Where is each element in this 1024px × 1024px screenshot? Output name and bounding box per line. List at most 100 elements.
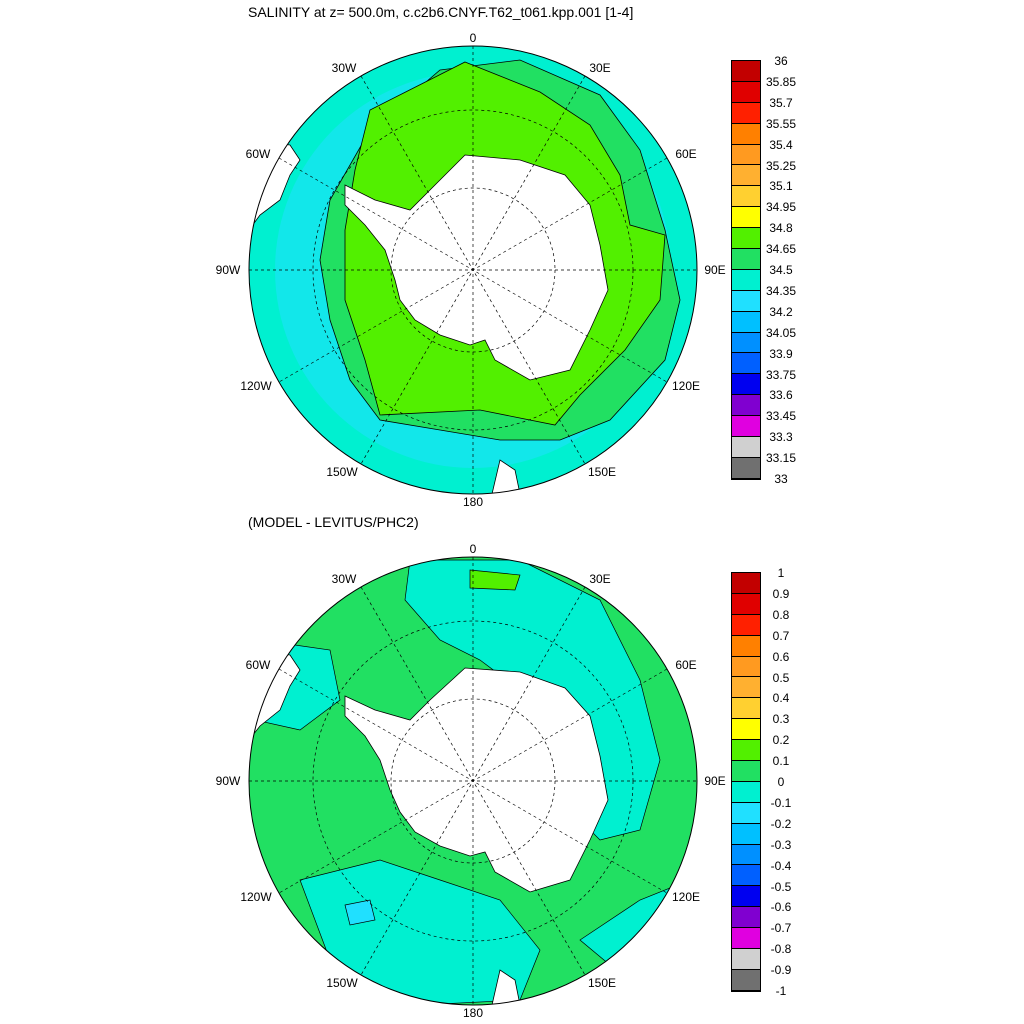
bottom-colorbar-tick-label: -0.9 [770, 963, 792, 978]
bottom-colorbar-swatch [732, 907, 760, 929]
bottom-colorbar-tick-label: -0.3 [770, 837, 792, 852]
bottom-colorbar-tick-label: -0.5 [770, 879, 792, 894]
top-colorbar-swatch [732, 207, 760, 229]
bottom-colorbar-swatch [732, 969, 760, 991]
bottom-graticule [249, 557, 697, 1005]
top-map-border [248, 45, 698, 495]
top-colorbar-tick-label: 33.15 [765, 451, 797, 466]
bottom-colorbar-tick-label: 0 [777, 775, 785, 789]
bottom-lon-label-120e: 120E [671, 890, 701, 904]
top-lon-label-120e: 120E [671, 379, 701, 393]
top-colorbar-tick-label: 35.4 [769, 137, 793, 152]
top-lon-label-30w: 30W [331, 61, 357, 75]
top-colorbar-tick-label: 34.05 [765, 325, 797, 340]
bottom-colorbar-tick-label: 0.7 [772, 628, 790, 643]
bottom-colorbar-swatch [732, 781, 760, 803]
top-colorbar-tick-label: 35.7 [769, 95, 793, 110]
bottom-colorbar-swatch [732, 802, 760, 824]
top-colorbar-swatch [732, 269, 760, 291]
top-colorbar-tick-label: 33.9 [769, 346, 793, 361]
bottom-lon-label-60w: 60W [245, 658, 271, 672]
top-lon-label-90e: 90E [704, 263, 726, 277]
bottom-colorbar-swatch [732, 656, 760, 678]
bottom-map-border [248, 556, 698, 1006]
bottom-colorbar-swatch [732, 635, 760, 657]
top-colorbar-swatch [732, 102, 760, 124]
top-map-title: SALINITY at z= 500.0m, c.c2b6.CNYF.T62_t… [248, 4, 634, 20]
bottom-colorbar-swatch [732, 614, 760, 636]
bottom-colorbar-tick-label: -0.1 [770, 795, 792, 810]
top-colorbar-tick-label: 35.1 [769, 179, 793, 194]
bottom-colorbar-tick-label: 0.5 [772, 670, 790, 685]
top-colorbar-swatch [732, 144, 760, 166]
bottom-lon-label-150w: 150W [326, 976, 358, 990]
bottom-lon-label-90e: 90E [704, 774, 726, 788]
top-colorbar-tick-label: 33.6 [769, 388, 793, 403]
bottom-colorbar-tick-label: 0.2 [772, 733, 790, 748]
top-colorbar-tick-label: 33 [774, 472, 788, 486]
top-colorbar-swatch [732, 332, 760, 354]
top-colorbar-tick-label: 34.65 [765, 242, 797, 257]
top-colorbar-swatch [732, 123, 760, 145]
top-lon-label-90w: 90W [215, 263, 241, 277]
top-colorbar-tick-label: 35.25 [765, 158, 797, 173]
top-colorbar-tick-label: 35.85 [765, 74, 797, 89]
top-lon-label-0: 0 [469, 31, 477, 45]
top-colorbar-swatch [732, 249, 760, 270]
bottom-map-title: (MODEL - LEVITUS/PHC2) [248, 514, 419, 530]
bottom-colorbar-tick-label: 0.9 [772, 586, 790, 601]
bottom-colorbar-swatch [732, 740, 760, 762]
top-colorbar-swatch [732, 81, 760, 103]
top-colorbar-swatch [732, 395, 760, 417]
top-colorbar-swatch [732, 353, 760, 375]
bottom-colorbar-swatch [732, 949, 760, 970]
top-colorbar-swatch [732, 61, 760, 82]
bottom-colorbar-swatch [732, 761, 760, 782]
top-lon-label-180: 180 [462, 495, 484, 509]
top-colorbar-tick-label: 35.55 [765, 116, 797, 131]
top-lon-label-60e: 60E [675, 147, 697, 161]
top-colorbar-tick-label: 34.2 [769, 304, 793, 319]
top-antarctica [344, 154, 609, 381]
bottom-lon-label-30e: 30E [589, 572, 611, 586]
top-colorbar-tick-label: 33.45 [765, 409, 797, 424]
bottom-colorbar-tick-label: 0.4 [772, 691, 790, 706]
bottom-colorbar-swatch [732, 844, 760, 866]
bottom-colorbar-swatch [732, 823, 760, 845]
top-colorbar-swatch [732, 186, 760, 208]
top-lon-label-120w: 120W [240, 379, 272, 393]
top-lon-label-60w: 60W [245, 147, 271, 161]
top-colorbar [731, 60, 761, 480]
top-colorbar-swatch [732, 165, 760, 187]
bottom-colorbar-tick-label: -0.2 [770, 816, 792, 831]
bottom-lon-label-120w: 120W [240, 890, 272, 904]
top-lon-label-150w: 150W [326, 465, 358, 479]
bottom-lon-label-60e: 60E [675, 658, 697, 672]
top-lon-label-30e: 30E [589, 61, 611, 75]
bottom-colorbar-swatch [732, 698, 760, 720]
top-colorbar-swatch [732, 416, 760, 438]
bottom-colorbar [731, 572, 761, 992]
bottom-cyan-patch [344, 899, 376, 926]
bottom-lon-label-30w: 30W [331, 572, 357, 586]
bottom-colorbar-swatch [732, 573, 760, 594]
bottom-colorbar-swatch [732, 593, 760, 615]
top-colorbar-tick-label: 34.8 [769, 221, 793, 236]
top-new-zealand [491, 459, 521, 494]
bottom-colorbar-tick-label: 0.6 [772, 649, 790, 664]
bottom-colorbar-tick-label: -0.7 [770, 921, 792, 936]
top-colorbar-swatch [732, 311, 760, 333]
top-colorbar-swatch [732, 457, 760, 479]
bottom-colorbar-swatch [732, 719, 760, 741]
bottom-lon-label-180: 180 [462, 1006, 484, 1020]
bottom-lon-label-0: 0 [469, 542, 477, 556]
bottom-colorbar-swatch [732, 928, 760, 950]
bottom-new-zealand [491, 969, 521, 1005]
bottom-antarctica [344, 667, 609, 893]
top-colorbar-swatch [732, 228, 760, 250]
bottom-colorbar-tick-label: 0.3 [772, 712, 790, 727]
top-colorbar-tick-label: 36 [774, 54, 788, 68]
bottom-colorbar-tick-label: -0.4 [770, 858, 792, 873]
bottom-colorbar-tick-label: 0.1 [772, 754, 790, 769]
